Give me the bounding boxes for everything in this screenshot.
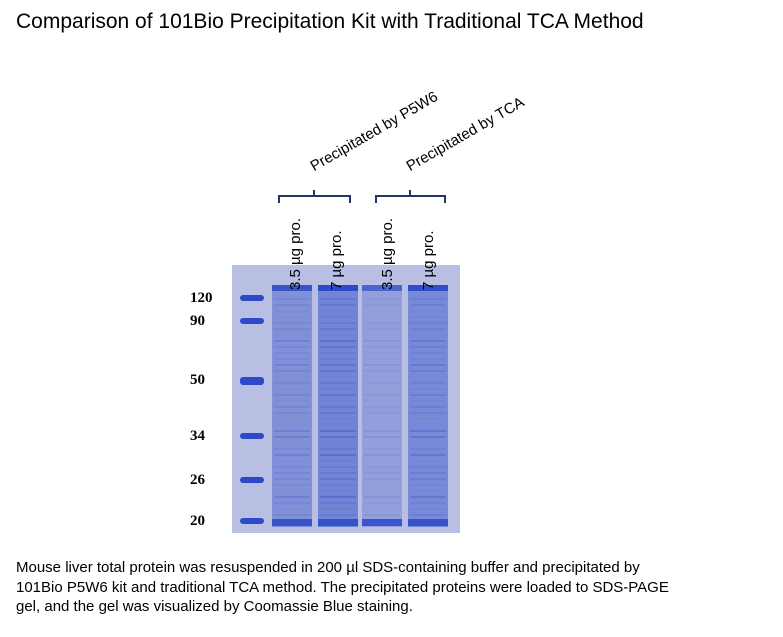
ladder-label-26: 26 <box>190 472 205 488</box>
ladder-lane <box>240 295 264 524</box>
sample-lane-4 <box>408 285 448 527</box>
ladder-band <box>240 433 264 439</box>
caption-line-2: 101Bio P5W6 kit and traditional TCA meth… <box>16 578 669 596</box>
caption-line-3: gel, and the gel was visualized by Cooma… <box>16 598 413 615</box>
sample-lane-1 <box>272 285 312 527</box>
ladder-label-50: 50 <box>190 372 205 388</box>
figure-title: Comparison of 101Bio Precipitation Kit w… <box>16 10 644 33</box>
sample-lane-2 <box>318 285 358 527</box>
sample-lanes <box>272 285 448 527</box>
ladder-label-20: 20 <box>190 513 205 529</box>
bracket-p5w6 <box>278 190 351 203</box>
ladder-band <box>240 377 264 385</box>
figure-caption: Mouse liver total protein was resuspende… <box>16 558 776 617</box>
ladder-label-90: 90 <box>190 313 205 329</box>
ladder-label-120: 120 <box>190 290 213 306</box>
ladder-band <box>240 295 264 301</box>
lane-label-4: 7 µg pro. <box>420 230 437 290</box>
lane-label-2: 7 µg pro. <box>328 230 345 290</box>
ladder-band <box>240 518 264 524</box>
caption-line-1: Mouse liver total protein was resuspende… <box>16 559 640 576</box>
ladder-band <box>240 477 264 483</box>
lane-label-1: 3.5 µg pro. <box>287 217 304 290</box>
ladder-label-34: 34 <box>190 428 205 444</box>
ladder-band <box>240 318 264 324</box>
bracket-tca <box>375 190 446 203</box>
lane-label-3: 3.5 µg pro. <box>379 217 396 290</box>
sample-lane-3 <box>362 285 402 527</box>
